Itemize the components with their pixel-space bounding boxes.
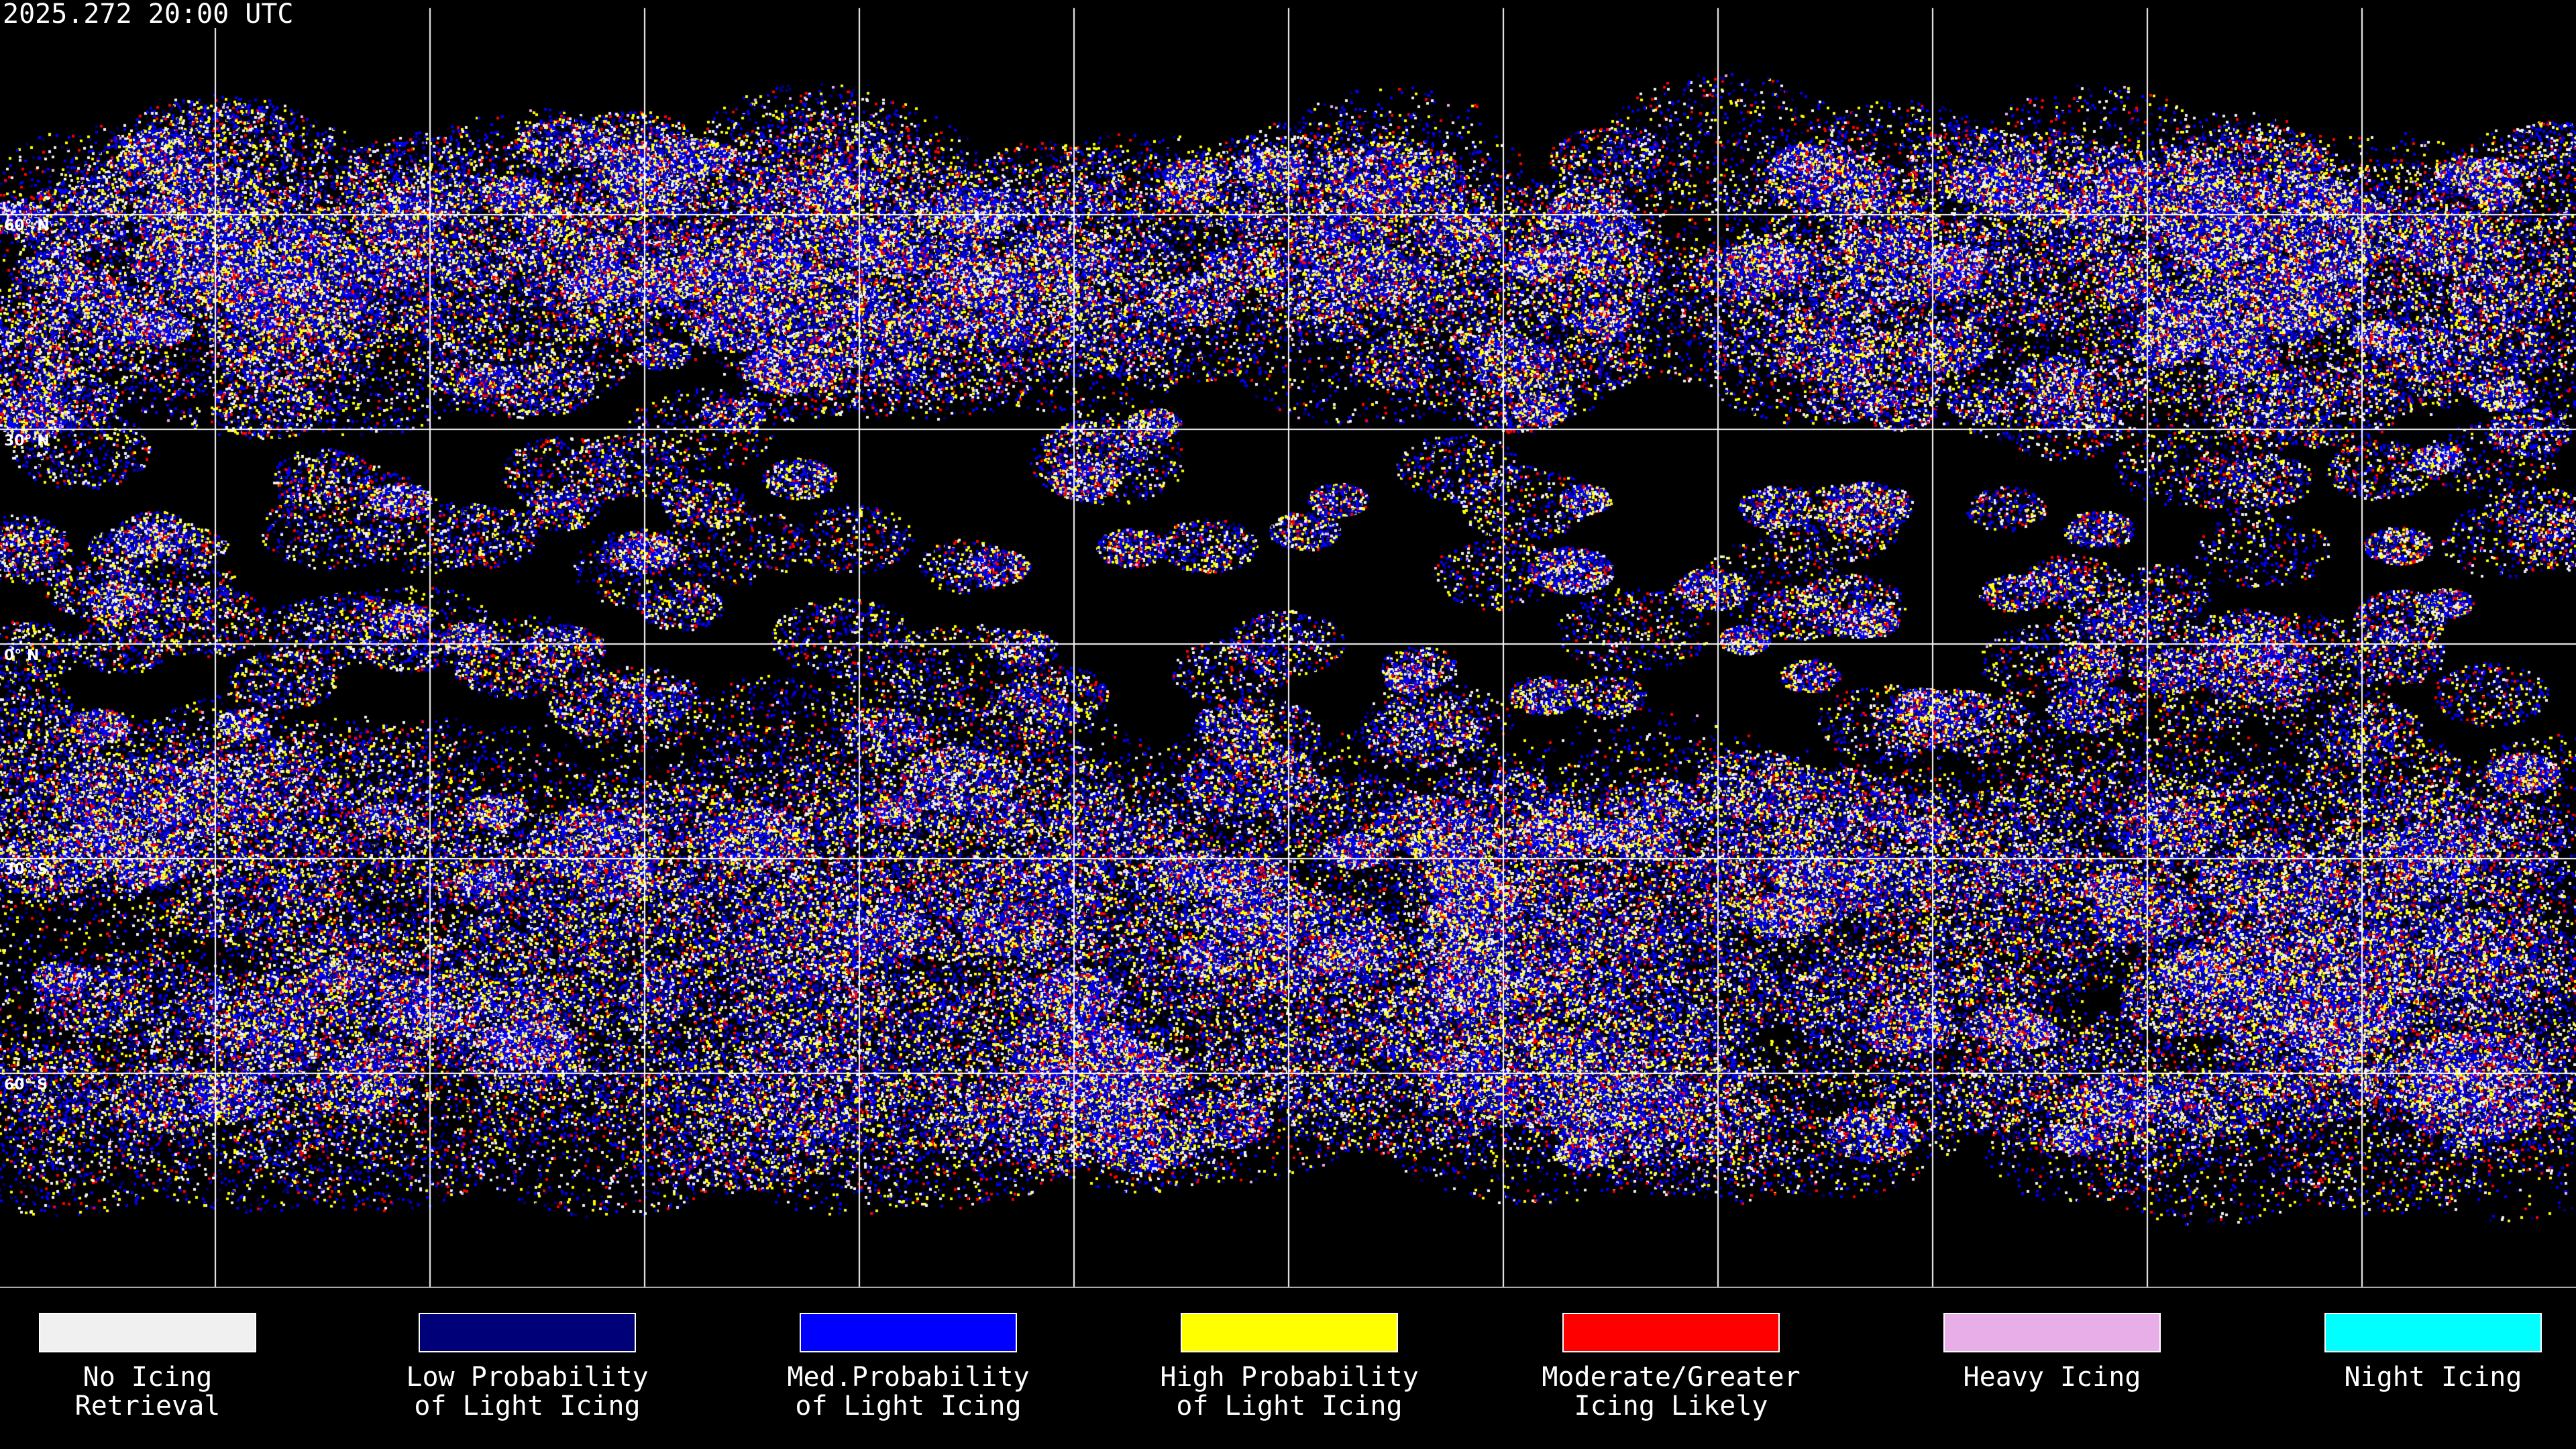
legend-swatch [1943, 1313, 2161, 1352]
legend-item-no-icing: No Icing Retrieval [0, 1313, 295, 1421]
icing-map: 2025.272 20:00 UTC 60° N 30° N 0° N 30° … [0, 0, 2576, 1287]
legend-swatch [39, 1313, 256, 1352]
legend-item-low-probability: Low Probability of Light Icing [380, 1313, 675, 1421]
legend-label-line2: Retrieval [74, 1391, 221, 1421]
lat-label-60s: 60° S [4, 1077, 48, 1093]
legend-item-moderate-greater: Moderate/Greater Icing Likely [1523, 1313, 1819, 1421]
legend-label-line1: No Icing [83, 1362, 213, 1393]
legend-label-line2: of Light Icing [795, 1391, 1022, 1421]
legend-label: Med.Probability of Light Icing [761, 1363, 1056, 1421]
legend-label-line1: Med.Probability [787, 1362, 1030, 1393]
map-border [0, 1287, 2576, 1288]
legend-label-line1: High Probability [1160, 1362, 1419, 1393]
legend-label-line2: of Light Icing [1176, 1391, 1403, 1421]
lat-label-30s: 30° S [4, 861, 48, 878]
legend-label-line2: of Light Icing [414, 1391, 641, 1421]
legend-label-line1: Low Probability [406, 1362, 649, 1393]
icing-map-canvas [0, 0, 2576, 1287]
legend-swatch [1562, 1313, 1780, 1352]
legend-label-line1: Heavy Icing [1963, 1362, 2141, 1393]
legend-label: Low Probability of Light Icing [380, 1363, 675, 1421]
legend-label-line1: Night Icing [2344, 1362, 2522, 1393]
legend-label: Moderate/Greater Icing Likely [1523, 1363, 1819, 1421]
lat-label-0n: 0° N [4, 647, 40, 664]
timestamp-title: 2025.272 20:00 UTC [3, 0, 299, 28]
legend-swatch [2324, 1313, 2542, 1352]
legend-item-heavy-icing: Heavy Icing [1904, 1313, 2200, 1392]
legend-label-line2: Icing Likely [1574, 1391, 1768, 1421]
legend-swatch [800, 1313, 1017, 1352]
legend-item-med-probability: Med.Probability of Light Icing [761, 1313, 1056, 1421]
lat-label-30n: 30° N [4, 433, 50, 449]
legend-label-line1: Moderate/Greater [1542, 1362, 1801, 1393]
legend-label: Heavy Icing [1904, 1363, 2200, 1392]
legend-label: Night Icing [2286, 1363, 2576, 1392]
legend-swatch [1181, 1313, 1398, 1352]
legend-swatch [419, 1313, 636, 1352]
legend-label: High Probability of Light Icing [1142, 1363, 1437, 1421]
legend-item-night-icing: Night Icing [2286, 1313, 2576, 1392]
legend-item-high-probability: High Probability of Light Icing [1142, 1313, 1437, 1421]
lat-label-60n: 60° N [4, 217, 50, 234]
legend-label: No Icing Retrieval [0, 1363, 295, 1421]
